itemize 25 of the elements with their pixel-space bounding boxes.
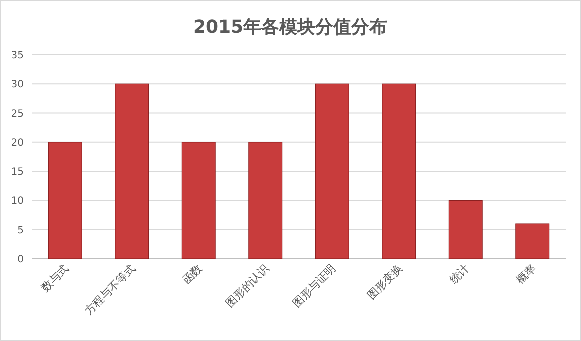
- x-tick-label: 概率: [514, 262, 539, 287]
- bar: [248, 142, 283, 260]
- x-tick-label: 图形变换: [364, 262, 406, 302]
- y-tick-label: 35: [11, 50, 24, 62]
- y-tick-label: 10: [11, 196, 24, 208]
- y-tick-label: 30: [11, 80, 24, 91]
- bar: [182, 142, 216, 260]
- y-tick-label: 15: [11, 167, 24, 178]
- y-tick-label: 25: [11, 108, 24, 120]
- bar: [115, 84, 150, 260]
- x-tick-label: 函数: [180, 262, 205, 287]
- y-tick-label: 0: [18, 254, 24, 266]
- bar: [448, 200, 483, 260]
- x-tick-label: 图形的认识: [224, 262, 272, 310]
- bar: [315, 84, 350, 260]
- y-tick-label: 5: [18, 225, 24, 236]
- x-tick-label: 数与式: [38, 262, 72, 294]
- bar: [48, 142, 82, 260]
- x-tick-label: 统计: [447, 262, 472, 287]
- x-tick-label: 方程与不等式: [82, 262, 138, 318]
- bar: [382, 84, 416, 260]
- chart-title: 2015年各模块分值分布: [193, 17, 388, 38]
- x-tick-label: 图形与证明: [290, 262, 338, 310]
- bar: [516, 224, 550, 260]
- y-tick-label: 20: [11, 138, 24, 149]
